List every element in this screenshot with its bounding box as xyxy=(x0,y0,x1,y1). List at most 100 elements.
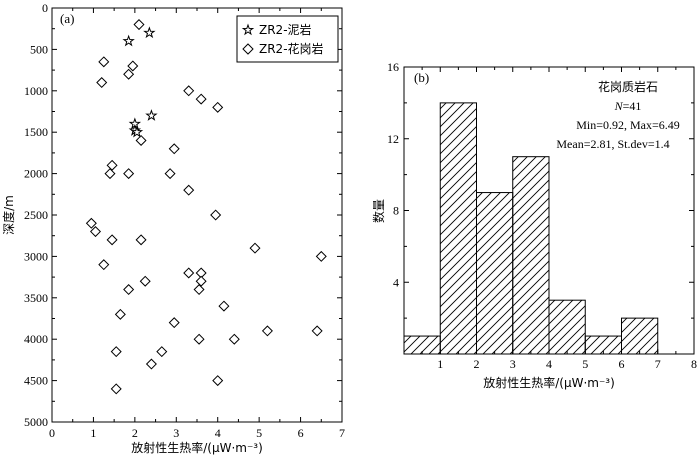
legend-diamond-marker xyxy=(242,43,254,55)
diamond-point xyxy=(135,134,147,146)
diamond-point xyxy=(98,56,110,68)
histogram-bar xyxy=(548,299,586,355)
diamond-point xyxy=(311,325,323,337)
x-tick-label: 8 xyxy=(691,357,697,371)
x-tick-label: 2 xyxy=(474,357,480,371)
diamond-point xyxy=(168,143,180,155)
diamond-point xyxy=(156,346,168,358)
x-tick-label: 4 xyxy=(215,426,221,440)
diamond-point xyxy=(106,159,118,171)
diamond-point xyxy=(110,383,122,395)
diamond-point xyxy=(96,77,108,89)
x-tick-label: 3 xyxy=(173,426,179,440)
diamond-point xyxy=(193,333,205,345)
legend-label-mudstone: ZR2-泥岩 xyxy=(259,22,312,37)
diamond-point xyxy=(123,68,135,80)
diamond-point xyxy=(89,226,102,238)
scatter-points xyxy=(85,19,327,395)
x-tick-label: 1 xyxy=(90,426,96,440)
histogram-bar xyxy=(439,102,477,355)
x-tick-label: 6 xyxy=(619,357,625,371)
diamond-point xyxy=(183,267,195,279)
histogram-bar xyxy=(621,317,659,355)
x-axis-ticks-a: 0 1 2 3 4 5 6 7 xyxy=(49,8,345,440)
x-axis-label-a: 放射性生热率/(μW·m⁻³) xyxy=(131,440,263,455)
scatter-panel: (a) 050010001500200025003000350040004500… xyxy=(1,1,345,455)
diamond-point xyxy=(195,275,207,287)
diamond-point xyxy=(249,242,261,254)
y-tick-label: 4 xyxy=(393,275,399,289)
annotation-title: 花岗质岩石 xyxy=(598,79,658,94)
star-point xyxy=(145,109,158,121)
y-tick-label: 16 xyxy=(387,60,399,74)
diamond-point xyxy=(193,284,205,296)
diamond-point xyxy=(106,234,118,246)
diamond-point xyxy=(164,168,176,180)
histogram-bar xyxy=(476,192,514,355)
y-axis-ticks-b: 4 8 12 16 xyxy=(387,60,694,319)
y-axis-label-a: 深度/m xyxy=(1,195,16,235)
plot-frame-a xyxy=(51,7,343,423)
y-tick-label: 2000 xyxy=(24,167,48,181)
legend-diamond-icon xyxy=(242,43,254,55)
star-point xyxy=(143,26,156,39)
x-tick-label: 7 xyxy=(655,357,661,371)
y-tick-label: 5000 xyxy=(24,415,48,429)
x-tick-label: 4 xyxy=(546,357,552,371)
diamond-point xyxy=(104,168,116,180)
y-tick-label: 12 xyxy=(387,132,399,146)
stats-annotation: 花岗质岩石 N=41 Min=0.92, Max=6.49 Mean=2.81,… xyxy=(556,79,679,151)
diamond-point xyxy=(168,317,180,329)
diamond-point xyxy=(315,250,327,262)
diamond-point xyxy=(212,375,224,387)
diamond-point xyxy=(139,275,151,287)
y-axis-ticks-a: 0 500 1000 1500 2000 2500 3000 3500 4000 4500 5000 xyxy=(24,1,342,429)
diamond-point xyxy=(127,60,139,72)
diamond-point xyxy=(218,300,230,312)
diamond-point xyxy=(123,168,135,180)
y-tick-label: 3000 xyxy=(24,249,48,263)
diamond-point xyxy=(183,184,195,196)
legend-a: ZR2-泥岩 ZR2-花岗岩 xyxy=(236,15,339,63)
x-tick-label: 3 xyxy=(510,357,516,371)
x-tick-label: 5 xyxy=(256,426,262,440)
diamond-point xyxy=(85,217,97,229)
diamond-point xyxy=(110,346,122,358)
histogram-bars xyxy=(403,102,659,355)
annotation-n-value: =41 xyxy=(623,99,642,113)
y-tick-label: 2500 xyxy=(24,208,48,222)
diamond-point xyxy=(210,209,222,221)
annotation-count: N=41 xyxy=(614,99,642,113)
diamond-point xyxy=(123,284,135,296)
x-tick-label: 6 xyxy=(298,426,304,440)
x-tick-label: 7 xyxy=(339,426,345,440)
x-axis-label-b: 放射性生热率/(μW·m⁻³) xyxy=(483,375,615,390)
x-tick-label: 1 xyxy=(437,357,443,371)
x-axis-ticks-b: 1 2 3 4 5 6 7 8 xyxy=(421,67,697,371)
y-tick-label: 4500 xyxy=(24,374,48,388)
diamond-point xyxy=(195,93,207,105)
diamond-point xyxy=(228,333,240,345)
legend-box xyxy=(236,15,339,63)
legend-star-marker xyxy=(241,23,255,36)
diamond-point xyxy=(98,259,110,271)
y-tick-label: 1000 xyxy=(24,84,48,98)
diamond-point xyxy=(135,234,147,246)
y-tick-label: 500 xyxy=(30,42,48,56)
y-tick-label: 8 xyxy=(393,204,399,218)
diamond-point xyxy=(133,19,145,31)
x-tick-label: 2 xyxy=(132,426,138,440)
annotation-range: Min=0.92, Max=6.49 xyxy=(576,118,680,132)
annotation-n-symbol: N xyxy=(614,99,624,113)
annotation-stats: Mean=2.81, St.dev=1.4 xyxy=(556,137,669,151)
diamond-point xyxy=(183,85,195,97)
y-tick-label: 0 xyxy=(42,1,48,15)
diamond-point xyxy=(114,308,126,320)
panel-label-a: (a) xyxy=(60,11,74,26)
diamond-point xyxy=(261,325,273,337)
y-axis-label-b: 数量 xyxy=(371,199,386,223)
panel-label-b: (b) xyxy=(414,70,429,85)
legend-star-icon xyxy=(241,23,255,36)
